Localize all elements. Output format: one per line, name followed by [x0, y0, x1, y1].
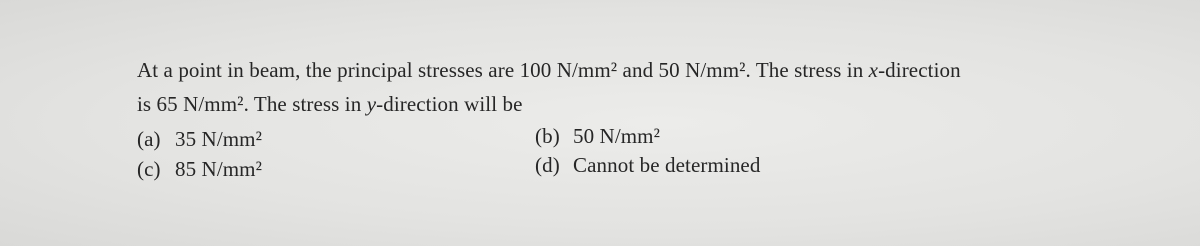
- option-text: Cannot be determined: [573, 153, 761, 177]
- option-text: 35 N/mm²: [175, 127, 263, 151]
- option-label: (d): [535, 153, 560, 177]
- option: (d) Cannot be determined: [535, 153, 760, 177]
- question-text: -direction: [878, 58, 961, 82]
- option: (c) 85 N/mm²: [137, 157, 262, 181]
- option-label: (c): [137, 157, 161, 181]
- option-text: 50 N/mm²: [573, 124, 661, 148]
- option-label: (a): [137, 127, 161, 151]
- question-text: -direction will be: [376, 92, 523, 116]
- option: (b) 50 N/mm²: [535, 124, 660, 148]
- option-label: (b): [535, 124, 560, 148]
- question-variable: y: [366, 92, 377, 116]
- option-text: 85 N/mm²: [175, 157, 263, 181]
- question-line: is 65 N/mm². The stress in y-direction w…: [137, 92, 523, 116]
- question-variable: x: [868, 58, 879, 82]
- question-text: At a point in beam, the principal stress…: [137, 58, 869, 82]
- question-line: At a point in beam, the principal stress…: [137, 58, 961, 82]
- option: (a) 35 N/mm²: [137, 127, 262, 151]
- question-text: is 65 N/mm². The stress in: [137, 92, 367, 116]
